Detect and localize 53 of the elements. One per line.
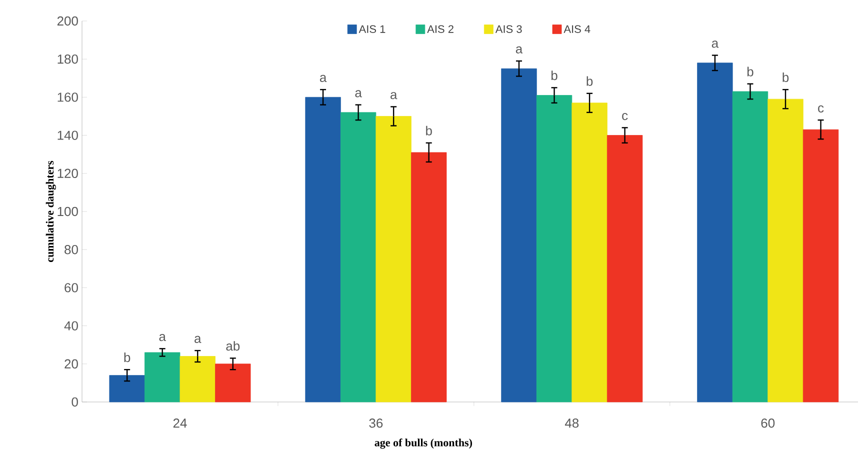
y-tick-label: 20 [64, 359, 78, 368]
legend-label: AIS 3 [495, 25, 522, 33]
y-tick-label: 60 [64, 283, 78, 292]
annotation: b [124, 352, 130, 362]
y-tick-label: 100 [58, 206, 78, 216]
annotation: b [747, 66, 754, 76]
bar [180, 356, 216, 402]
annotation: a [355, 90, 362, 98]
annotation: a [390, 92, 398, 100]
bar [144, 352, 180, 402]
annotation: b [782, 72, 789, 82]
x-tick-label: 60 [761, 418, 775, 428]
bar [109, 375, 145, 402]
annotation: a [320, 74, 327, 82]
x-tick-label: 24 [173, 418, 187, 428]
annotation: a [516, 46, 523, 54]
y-tick-label: 140 [58, 130, 78, 140]
annotation: b [426, 126, 432, 136]
annotation: c [622, 113, 628, 120]
bar [732, 91, 768, 402]
annotation: a [712, 40, 719, 48]
bar [697, 62, 733, 402]
annotation: ab [226, 341, 240, 351]
x-tick-label: 48 [564, 418, 579, 428]
y-tick-label: 80 [64, 244, 78, 254]
y-axis-title: cumulative daughters [46, 160, 56, 262]
bar [802, 129, 839, 402]
bar [501, 68, 537, 402]
annotation: b [551, 70, 558, 80]
x-axis-title: age of bulls (months) [374, 438, 472, 449]
bar [305, 96, 341, 402]
annotation: b [586, 76, 593, 86]
bar [376, 116, 412, 402]
y-tick-label: 180 [58, 54, 78, 64]
bar [536, 95, 572, 402]
legend-label: AIS 1 [358, 25, 386, 33]
bar [340, 112, 376, 402]
y-tick-label: 160 [58, 92, 78, 102]
bar [411, 152, 447, 402]
legend-label: AIS 2 [427, 25, 454, 33]
y-tick-label: 0 [72, 397, 78, 407]
legend-label: AIS 4 [564, 25, 590, 33]
y-tick-label: 120 [58, 168, 78, 178]
annotation: c [818, 105, 824, 113]
annotation: a [159, 334, 166, 342]
bar [572, 102, 608, 402]
bar [215, 364, 251, 402]
annotation: a [194, 336, 202, 344]
y-tick-label: 200 [57, 16, 78, 26]
bar [768, 98, 804, 402]
bar [606, 135, 643, 402]
x-tick-label: 36 [369, 418, 383, 428]
y-tick-label: 40 [64, 321, 78, 330]
